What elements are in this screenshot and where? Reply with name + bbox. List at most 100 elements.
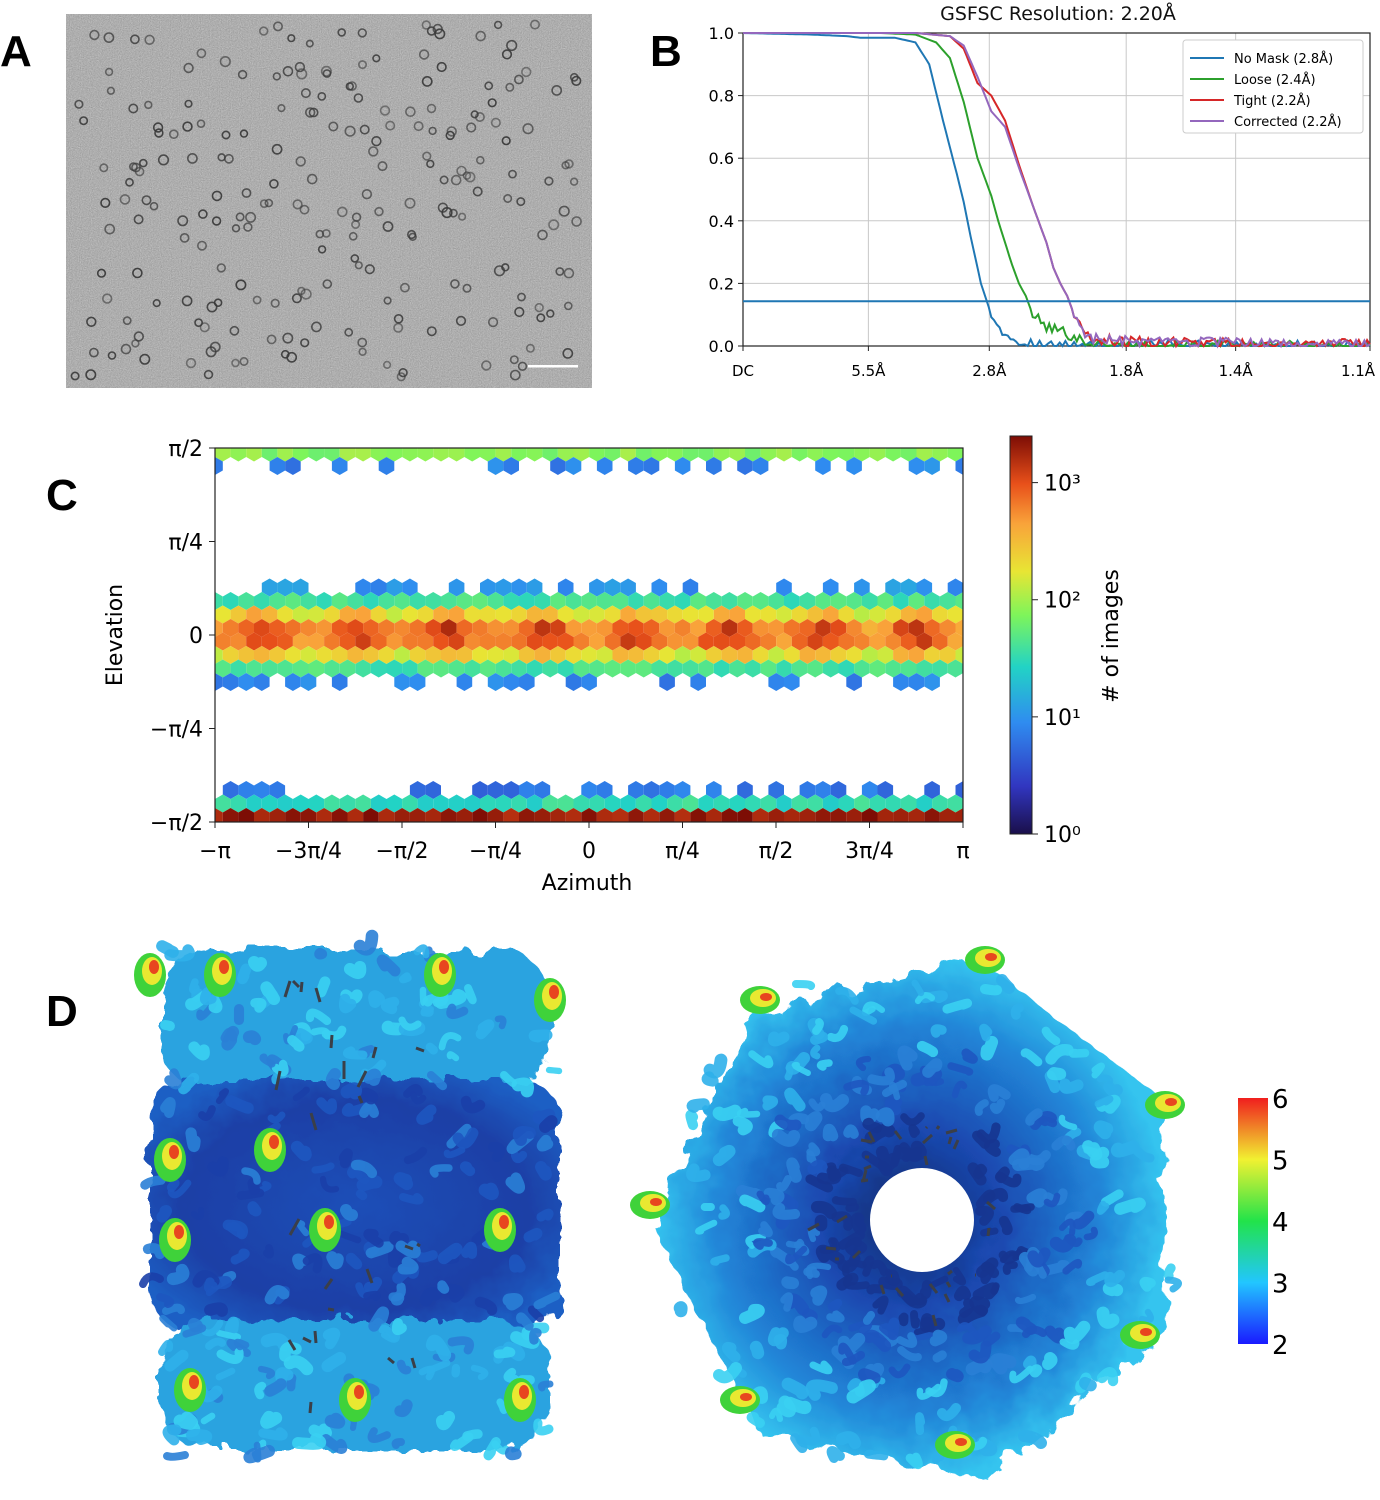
hex-bin (643, 781, 660, 799)
surface-ridge (398, 1192, 424, 1205)
hex-bin (760, 632, 777, 651)
particle (125, 177, 134, 187)
surface-ridge (425, 1042, 438, 1055)
surface-ridge (785, 1238, 805, 1249)
hex-bin (589, 578, 605, 597)
local-resolution-tick-label: 6 (1272, 1085, 1289, 1115)
hex-y-tick-label: 0 (189, 624, 203, 649)
hex-bin (534, 646, 551, 664)
hex-colorbar (1009, 435, 1033, 835)
hex-bin (589, 659, 605, 678)
hex-bin (230, 659, 247, 678)
surface-ridge (912, 1292, 928, 1306)
particle (558, 205, 570, 217)
surface-ridge (446, 1003, 469, 1020)
local-resolution-hotspot (424, 953, 456, 997)
particle (347, 81, 357, 91)
hex-bin (768, 673, 784, 691)
surface-ridge (1072, 1210, 1095, 1230)
surface-ridge (391, 1438, 405, 1449)
surface-ridge (425, 1334, 452, 1362)
surface-ridge (435, 989, 467, 1009)
hex-bin (215, 592, 223, 610)
fsc-y-tick-label: 0.2 (709, 274, 734, 293)
hex-bin (550, 646, 566, 664)
hex-bin (285, 457, 301, 475)
hex-colorbar-ticks: 10⁰ 10¹ 10² 10³ (1032, 472, 1081, 848)
surface-ridge (356, 1175, 383, 1192)
surface-ridge (340, 1204, 358, 1221)
surface-ridge (308, 1423, 332, 1440)
surface-ridge (776, 1175, 792, 1192)
hex-bin (612, 646, 629, 664)
hex-bin (893, 619, 909, 637)
particle (464, 171, 476, 183)
hex-bin (534, 619, 551, 637)
hex-bin (939, 808, 956, 822)
dark-core-ridge (309, 1112, 318, 1131)
hex-bin (581, 646, 597, 664)
dark-core-ridge (291, 979, 301, 989)
hex-bin (370, 448, 387, 462)
particle (273, 21, 284, 32)
surface-ridge (409, 1090, 427, 1105)
particle (144, 100, 153, 110)
hex-bin (690, 592, 706, 610)
hex-bin (659, 592, 675, 610)
hex-y-axis: π/2 π/4 0 −π/4 −π/2 (150, 437, 215, 836)
surface-ridge (947, 1062, 974, 1076)
surface-ridge (305, 1008, 332, 1026)
hex-bin (355, 659, 371, 678)
surface-ridge (718, 1204, 730, 1220)
surface-ridge (215, 1329, 242, 1341)
hex-bin (620, 659, 636, 678)
hex-bin (729, 632, 745, 651)
hex-bin (277, 605, 293, 624)
local-resolution-hotspot (1120, 1321, 1160, 1349)
surface-ridge (1063, 1320, 1091, 1345)
hex-bin (363, 619, 379, 637)
hex-bin (199, 606, 215, 624)
hex-bin (378, 619, 395, 637)
surface-ridge (437, 1280, 450, 1294)
surface-ridge (290, 1140, 312, 1162)
hex-bin (215, 794, 231, 813)
particle (194, 318, 203, 327)
hex-bin (215, 673, 223, 691)
hex-bin (924, 673, 940, 691)
particle (286, 351, 298, 363)
surface-ridge (166, 1178, 180, 1193)
surface-ridge (310, 1027, 331, 1040)
surface-ridge (736, 1107, 761, 1118)
hex-bin (511, 659, 527, 678)
hex-bin (511, 632, 527, 651)
surface-ridge (236, 1188, 265, 1200)
particle (211, 216, 222, 226)
surface-ridge (781, 1377, 809, 1400)
particle (529, 19, 540, 30)
hex-bin (924, 808, 940, 822)
hex-bin (222, 808, 239, 822)
hex-bin (526, 794, 543, 813)
surface-ridge (156, 1205, 173, 1223)
surface-ridge (186, 1429, 213, 1445)
fsc-legend: No Mask (2.8Å) Loose (2.4Å) Tight (2.2Å) Co… (1182, 39, 1364, 134)
hex-bin (815, 457, 831, 475)
particle (282, 332, 294, 344)
side-view-hotspots (134, 953, 566, 1422)
hex-bin (784, 673, 800, 691)
hex-bin (924, 646, 940, 664)
hex-bin (292, 578, 309, 597)
surface-ridge (762, 1095, 779, 1111)
hex-bin (916, 605, 933, 624)
hex-bin (261, 659, 278, 678)
surface-ridge (292, 1253, 309, 1270)
particle (361, 189, 373, 200)
surface-ridge (350, 1159, 378, 1179)
hex-bin (963, 795, 979, 813)
hex-bin (690, 808, 706, 822)
particle (450, 174, 462, 186)
surface-ridge (340, 1082, 363, 1100)
surface-ridge (763, 1187, 785, 1206)
surface-ridge (1091, 1062, 1105, 1079)
